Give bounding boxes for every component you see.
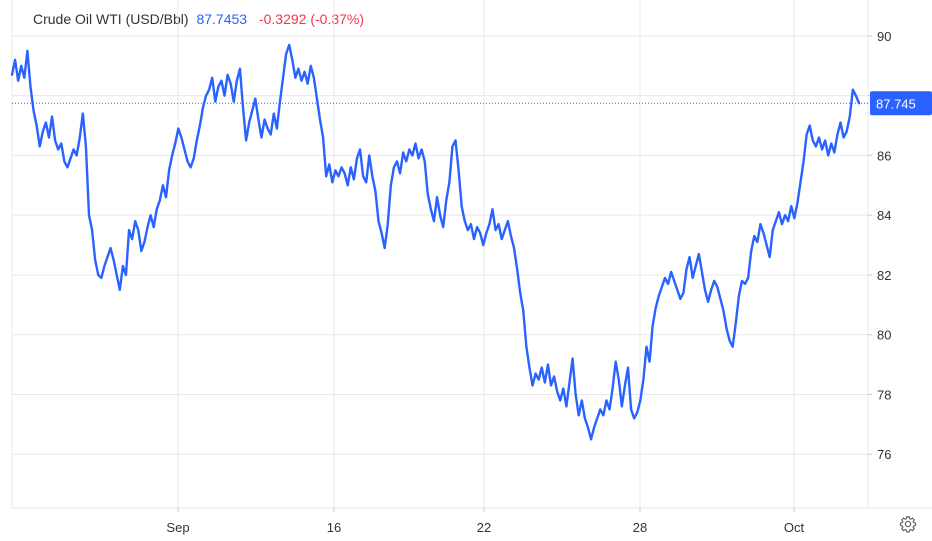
x-tick-label: 22 (477, 520, 491, 535)
y-tick-label: 90 (877, 29, 891, 44)
instrument-name: Crude Oil WTI (USD/Bbl) (33, 11, 189, 27)
last-price-label-text: 87.745 (876, 96, 916, 111)
price-change: -0.3292 (-0.37%) (258, 11, 365, 27)
x-tick: Sep (166, 508, 190, 535)
y-tick-label: 86 (877, 148, 891, 163)
x-tick-label: 16 (327, 520, 341, 535)
y-tick: 80 (868, 328, 891, 343)
y-tick-label: 84 (877, 208, 891, 223)
y-tick-label: 82 (877, 268, 891, 283)
x-tick-label: Oct (784, 520, 805, 535)
current-price: 87.7453 (196, 11, 248, 27)
y-tick-label: 76 (877, 447, 891, 462)
y-tick: 84 (868, 208, 891, 223)
x-tick-label: 28 (633, 520, 647, 535)
x-axis: Sep 16 22 28 Oct (166, 508, 804, 535)
y-tick: 86 (868, 148, 891, 163)
x-tick: 16 (327, 508, 341, 535)
x-tick: 28 (633, 508, 647, 535)
chart-grid (11, 0, 932, 509)
x-tick: Oct (784, 508, 805, 535)
y-tick: 82 (868, 268, 891, 283)
y-tick: 78 (868, 387, 891, 402)
x-tick-label: Sep (166, 520, 189, 535)
x-tick: 22 (477, 508, 491, 535)
gear-icon[interactable] (899, 515, 917, 533)
chart-legend: Crude Oil WTI (USD/Bbl) 87.7453 -0.3292 … (33, 11, 364, 27)
y-tick: 90 (868, 29, 891, 44)
last-price-label: 87.745 (870, 91, 932, 116)
price-series-line[interactable] (10, 43, 861, 441)
y-tick-label: 78 (877, 387, 891, 402)
y-tick-label: 80 (877, 328, 891, 343)
y-tick: 76 (868, 447, 891, 462)
